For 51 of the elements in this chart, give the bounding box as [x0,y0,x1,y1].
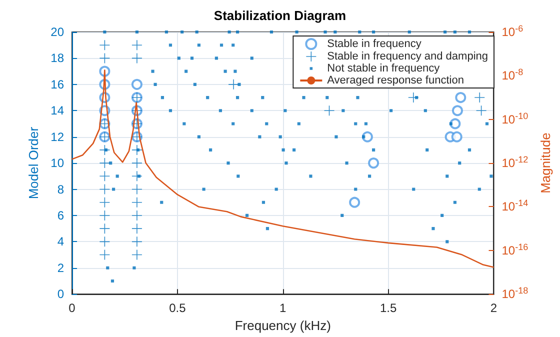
legend-label: Stable in frequency [327,38,422,50]
y-tick-label: 10 [50,156,64,170]
y-tick-label: 16 [50,77,64,92]
y-axis-title: Model Order [26,126,41,200]
y-tick-label: 20 [50,25,64,39]
point [474,92,485,103]
point [368,158,380,169]
x-tick-label: 0 [68,301,76,316]
point [132,144,142,155]
x-tick-label: 0.5 [169,301,186,316]
y-tick-label: 18 [50,51,64,66]
point [408,92,418,103]
x-tick-label: 1 [280,301,287,316]
point [100,210,110,220]
chart-title: Stabilization Diagram [214,8,346,23]
legend-label: Averaged response function [327,74,464,86]
y-tick-label: 14 [50,104,64,118]
point [476,106,486,116]
y-tick-label: 2 [57,260,64,275]
point [324,106,334,116]
y-tick-label: 12 [50,130,64,144]
y-tick-label: 8 [57,182,64,196]
y2-axis-title: Magnitude [538,132,553,194]
point [132,40,142,50]
point [451,131,462,142]
point [455,92,466,104]
point [132,250,142,260]
legend-label: Stable in frequency and damping [327,50,488,62]
point [100,40,110,50]
point [100,224,110,234]
point [100,197,110,208]
x-axis-title: Frequency (kHz) [234,318,331,333]
y-tick-label: 4 [57,234,64,249]
point [362,131,373,142]
point [100,158,110,168]
point [132,158,142,168]
legend-label: Not stable in frequency [327,62,440,74]
x-tick-label: 1.5 [380,301,397,316]
point [132,224,142,234]
x-tick-label: 2 [490,301,498,316]
point [131,78,142,90]
point [132,197,142,208]
y-tick-label: 0 [57,287,64,302]
point [452,105,463,116]
point [132,184,142,194]
point [132,210,142,220]
point [132,236,142,247]
point [132,53,142,64]
point [228,79,239,90]
point [349,196,360,208]
y-tick-label: 6 [57,208,64,222]
